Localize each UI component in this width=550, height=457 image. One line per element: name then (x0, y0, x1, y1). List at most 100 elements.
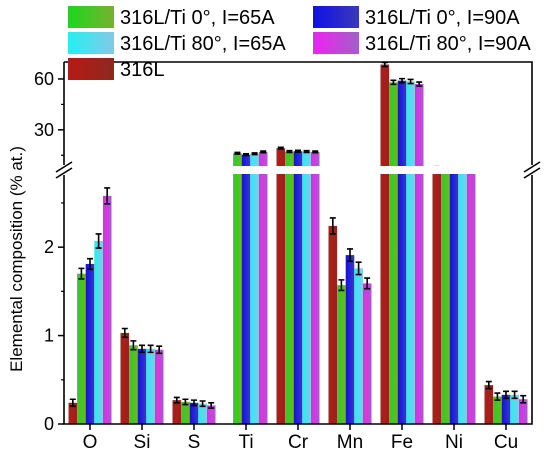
bar-cu-series-2 (501, 394, 511, 424)
error-bar-si-series-2 (139, 344, 145, 354)
legend-swatch-4 (313, 32, 359, 54)
y-tick-label-2: 2 (44, 237, 54, 257)
bar-o-series-0 (68, 402, 78, 424)
error-bar-si-series-1 (130, 340, 137, 351)
break-mark-right (523, 161, 541, 179)
error-bar-mn-series-0 (329, 217, 336, 235)
x-tick-label-s: S (188, 432, 201, 453)
bar-ti-series-4 (258, 151, 268, 424)
y-tick-label-1: 1 (44, 326, 54, 346)
error-bar-o-series-2 (87, 257, 93, 271)
legend-swatch-2 (313, 6, 359, 28)
bar-mn-series-2 (345, 255, 355, 424)
error-bar-fe-series-1 (390, 79, 397, 86)
bar-cu-series-1 (493, 396, 502, 424)
error-bar-mn-series-2 (347, 248, 353, 263)
bar-mn-series-4 (362, 283, 372, 424)
bar-si-series-0 (120, 332, 130, 424)
error-bar-s-series-0 (173, 396, 180, 404)
x-tick-label-o: O (83, 432, 98, 453)
bar-fe-series-2 (397, 80, 407, 424)
bar-si-series-1 (129, 345, 138, 424)
legend-label-0: 316L (120, 59, 165, 81)
legend-swatch-0 (68, 58, 114, 80)
bar-ni-series-3 (458, 168, 467, 424)
bar-cu-series-4 (518, 399, 528, 424)
bars-layer (68, 61, 528, 425)
error-bar-ti-series-3 (251, 152, 258, 156)
x-tick-label-si: Si (134, 432, 151, 453)
error-bar-s-series-3 (199, 400, 206, 408)
bar-s-series-1 (181, 401, 190, 424)
error-bar-fe-series-3 (407, 78, 414, 85)
error-bar-o-series-3 (95, 233, 102, 249)
y-tick-label-0: 0 (44, 414, 54, 434)
legend-label-2: 316L/Ti 0°, I=90A (365, 7, 520, 29)
legend: 316L/Ti 0°, I=65A 316L/Ti 0°, I=90A 316L/T… (68, 6, 531, 81)
axis-break-gap (65, 166, 531, 174)
bar-cr-series-4 (310, 151, 320, 424)
legend-label-4: 316L/Ti 80°, I=90A (365, 33, 531, 55)
error-bar-ti-series-4 (260, 150, 267, 154)
error-bar-cu-series-4 (520, 394, 527, 404)
x-tick-label-cu: Cu (494, 432, 518, 453)
error-bar-s-series-4 (208, 401, 215, 409)
bar-s-series-4 (206, 405, 216, 424)
bar-fe-series-1 (389, 82, 398, 425)
bar-o-series-1 (77, 273, 86, 424)
error-bar-o-series-1 (78, 267, 85, 280)
error-bar-ti-series-1 (234, 151, 241, 155)
legend-label-1: 316L/Ti 0°, I=65A (120, 7, 275, 29)
y-tick-label-30: 30 (34, 120, 54, 140)
legend-label-3: 316L/Ti 80°, I=65A (120, 33, 286, 55)
bar-mn-series-0 (328, 225, 338, 424)
break-mark-left (55, 161, 73, 179)
bar-si-series-2 (137, 348, 147, 424)
x-tick-label-mn: Mn (337, 432, 363, 453)
bar-mn-series-1 (337, 285, 346, 424)
error-bar-cr-series-2 (295, 149, 301, 153)
bar-o-series-4 (102, 195, 112, 424)
x-tick-label-cr: Cr (288, 432, 309, 453)
error-bar-si-series-4 (156, 345, 163, 355)
bar-ni-series-4 (466, 168, 476, 424)
bar-s-series-2 (189, 402, 199, 424)
error-bar-s-series-1 (182, 398, 189, 406)
error-bar-o-series-4 (104, 187, 111, 205)
error-bar-ti-series-2 (243, 152, 249, 157)
bar-cr-series-1 (285, 151, 294, 424)
labels-layer: O Si S Ti Cr Mn Fe Ni Cu 0 1 2 30 60 Elemental composi… (7, 69, 518, 453)
error-bar-cr-series-1 (286, 149, 293, 154)
bar-fe-series-0 (380, 64, 390, 424)
error-bar-cr-series-3 (303, 149, 310, 154)
y-tick-label-60: 60 (34, 69, 54, 89)
y-axis-title: Elemental composition (% at.) (7, 146, 26, 372)
x-tick-label-ni: Ni (445, 432, 463, 453)
bar-mn-series-3 (354, 268, 363, 424)
error-bar-fe-series-4 (416, 81, 423, 87)
bar-ti-series-3 (250, 153, 259, 424)
bar-ni-series-1 (441, 168, 450, 424)
bar-s-series-3 (198, 403, 207, 424)
bar-o-series-2 (85, 263, 95, 424)
bar-fe-series-4 (414, 84, 424, 424)
bar-cu-series-3 (510, 394, 519, 424)
error-bar-mn-series-1 (338, 279, 345, 292)
error-bar-cr-series-0 (277, 146, 284, 150)
bar-cr-series-3 (302, 151, 311, 424)
bar-ni-series-0 (432, 167, 442, 425)
error-bar-fe-series-2 (399, 77, 405, 84)
error-bar-cu-series-2 (503, 390, 509, 400)
error-bar-si-series-3 (147, 344, 154, 354)
x-tick-label-fe: Fe (391, 432, 413, 453)
bar-si-series-3 (146, 348, 155, 424)
bar-fe-series-3 (406, 81, 415, 424)
bar-si-series-4 (154, 349, 164, 424)
bar-cu-series-0 (484, 385, 494, 424)
bar-ti-series-2 (241, 154, 251, 424)
error-bar-mn-series-4 (364, 277, 371, 290)
bar-ni-series-2 (449, 168, 459, 424)
bar-ti-series-1 (233, 153, 242, 424)
bar-cr-series-0 (276, 148, 286, 424)
error-bar-mn-series-3 (355, 261, 362, 276)
